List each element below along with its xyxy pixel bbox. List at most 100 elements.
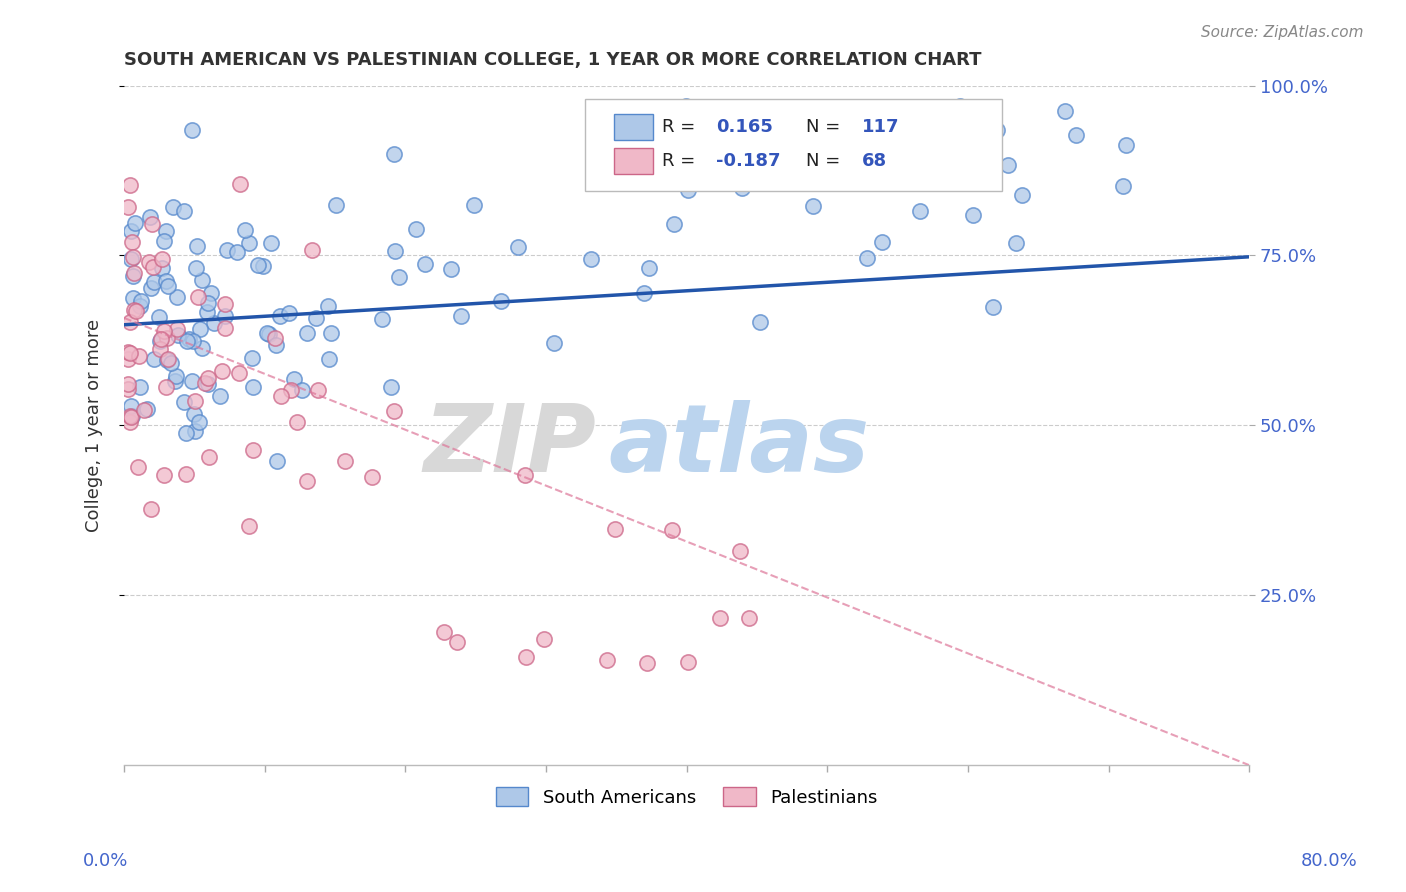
- Point: [297, 474, 319, 488]
- Point: [153, 234, 176, 248]
- Point: [664, 217, 686, 231]
- Point: [801, 199, 824, 213]
- Point: [117, 200, 139, 214]
- Point: [177, 332, 200, 346]
- Text: atlas: atlas: [607, 400, 869, 491]
- Text: R =: R =: [662, 152, 702, 170]
- Point: [166, 290, 188, 304]
- Point: [256, 326, 278, 340]
- Point: [124, 302, 146, 317]
- Point: [127, 459, 149, 474]
- Point: [515, 650, 537, 665]
- Text: N =: N =: [806, 152, 846, 170]
- Point: [920, 136, 942, 150]
- Point: [910, 204, 932, 219]
- Point: [118, 409, 141, 423]
- Point: [191, 341, 214, 355]
- Point: [280, 383, 302, 397]
- Point: [270, 389, 292, 403]
- Text: SOUTH AMERICAN VS PALESTINIAN COLLEGE, 1 YEAR OR MORE CORRELATION CHART: SOUTH AMERICAN VS PALESTINIAN COLLEGE, 1…: [124, 51, 981, 69]
- Point: [180, 374, 202, 388]
- Point: [149, 334, 172, 348]
- Point: [184, 261, 207, 276]
- Point: [371, 312, 394, 326]
- Point: [981, 300, 1004, 314]
- Point: [252, 259, 274, 273]
- Point: [384, 244, 406, 259]
- Point: [166, 322, 188, 336]
- Point: [188, 322, 211, 336]
- Point: [1115, 138, 1137, 153]
- Point: [678, 655, 700, 669]
- Point: [135, 402, 157, 417]
- Point: [633, 285, 655, 300]
- Point: [870, 235, 893, 250]
- Point: [132, 403, 155, 417]
- Point: [152, 324, 174, 338]
- Point: [187, 290, 209, 304]
- Point: [214, 297, 236, 311]
- Point: [321, 326, 343, 341]
- Point: [165, 369, 187, 384]
- Point: [118, 415, 141, 429]
- Point: [120, 225, 142, 239]
- Point: [120, 315, 142, 329]
- Point: [149, 342, 172, 356]
- Point: [229, 177, 252, 191]
- Point: [579, 252, 602, 266]
- Point: [191, 273, 214, 287]
- Point: [405, 222, 427, 236]
- Point: [297, 326, 319, 341]
- Text: 80.0%: 80.0%: [1301, 852, 1357, 870]
- Point: [156, 331, 179, 345]
- Point: [283, 372, 305, 386]
- Point: [129, 293, 152, 308]
- Point: [238, 235, 260, 250]
- Point: [124, 216, 146, 230]
- Point: [463, 198, 485, 212]
- Point: [214, 309, 236, 323]
- Point: [277, 306, 299, 320]
- Point: [242, 442, 264, 457]
- Point: [217, 244, 239, 258]
- Point: [709, 610, 731, 624]
- Point: [139, 280, 162, 294]
- Point: [181, 123, 204, 137]
- Text: ZIP: ZIP: [423, 400, 596, 491]
- Point: [155, 380, 177, 394]
- Point: [160, 356, 183, 370]
- Point: [810, 134, 832, 148]
- Point: [121, 291, 143, 305]
- Point: [382, 147, 405, 161]
- Point: [675, 99, 697, 113]
- Point: [318, 352, 340, 367]
- Y-axis label: College, 1 year or more: College, 1 year or more: [86, 318, 103, 532]
- Point: [506, 240, 529, 254]
- Point: [361, 470, 384, 484]
- Point: [162, 200, 184, 214]
- Point: [143, 275, 166, 289]
- Point: [949, 99, 972, 113]
- Point: [139, 502, 162, 516]
- Point: [1054, 104, 1077, 119]
- Point: [208, 388, 231, 402]
- Point: [142, 260, 165, 274]
- Point: [184, 394, 207, 409]
- Point: [148, 310, 170, 324]
- Point: [129, 380, 152, 394]
- Point: [181, 334, 204, 349]
- Point: [128, 349, 150, 363]
- Point: [304, 311, 326, 326]
- Point: [433, 624, 456, 639]
- Point: [173, 203, 195, 218]
- Point: [122, 250, 145, 264]
- Point: [157, 279, 180, 293]
- Point: [117, 344, 139, 359]
- Point: [689, 121, 711, 136]
- Point: [263, 331, 285, 345]
- Point: [676, 183, 699, 197]
- Point: [636, 657, 658, 671]
- Point: [228, 366, 250, 380]
- Point: [139, 210, 162, 224]
- Point: [197, 377, 219, 392]
